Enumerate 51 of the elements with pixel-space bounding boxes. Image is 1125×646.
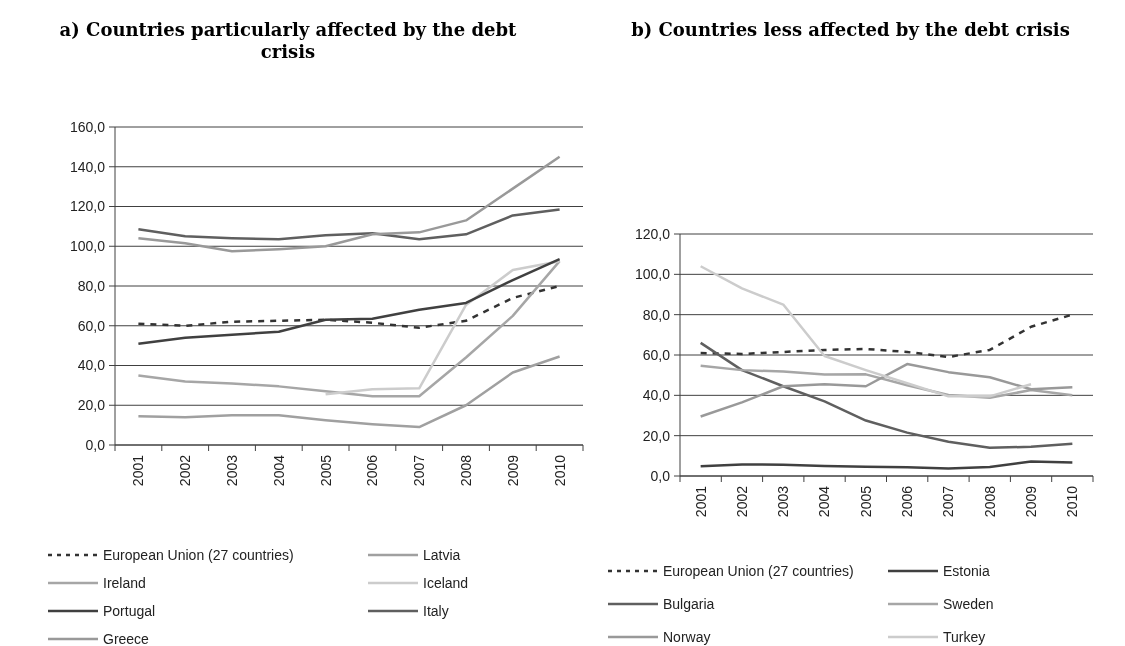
y-tick-label: 40,0: [642, 387, 671, 404]
y-tick-label: 60,0: [642, 346, 671, 363]
legend-label: Greece: [103, 630, 150, 646]
y-tick-label: 120,0: [634, 225, 671, 242]
legend-label: Latvia: [423, 546, 461, 563]
legend-label: Italy: [423, 602, 449, 619]
x-tick-label: 2005: [857, 485, 874, 518]
legend-label: Estonia: [943, 562, 990, 579]
x-tick-label: 2001: [692, 485, 709, 518]
legend-label: Iceland: [423, 574, 469, 591]
x-tick-label: 2010: [551, 454, 568, 487]
y-tick-label: 0,0: [85, 436, 106, 453]
legend-label: Turkey: [943, 628, 986, 645]
legend-label: European Union (27 countries): [103, 546, 294, 563]
x-tick-label: 2005: [317, 454, 334, 487]
y-tick-label: 60,0: [77, 317, 106, 334]
legend-label: Sweden: [943, 595, 994, 612]
legend-label: European Union (27 countries): [663, 562, 854, 579]
x-tick-label: 2003: [775, 485, 792, 518]
legend-label: Norway: [663, 628, 711, 645]
y-tick-label: 100,0: [634, 266, 671, 283]
y-tick-label: 0,0: [650, 467, 671, 484]
x-tick-label: 2001: [130, 454, 147, 487]
y-tick-label: 20,0: [642, 427, 671, 444]
y-tick-label: 40,0: [77, 357, 106, 374]
x-tick-label: 2010: [1064, 485, 1081, 518]
chart-title: a) Countries particularly affected by the debt crisis: [59, 19, 518, 62]
y-tick-label: 100,0: [69, 238, 106, 255]
x-tick-label: 2003: [223, 454, 240, 487]
x-tick-label: 2008: [981, 485, 998, 518]
x-tick-label: 2002: [733, 485, 750, 518]
y-tick-label: 160,0: [69, 118, 106, 135]
legend-label: Portugal: [103, 602, 156, 619]
x-tick-label: 2008: [457, 454, 474, 487]
x-tick-label: 2004: [816, 485, 833, 518]
x-tick-label: 2007: [940, 485, 957, 518]
y-tick-label: 140,0: [69, 158, 106, 175]
x-tick-label: 2009: [1022, 485, 1039, 518]
legend-label: Bulgaria: [663, 595, 715, 612]
y-tick-label: 120,0: [69, 198, 106, 215]
y-tick-label: 20,0: [77, 397, 106, 414]
x-tick-label: 2002: [177, 454, 194, 487]
x-tick-label: 2004: [270, 454, 287, 487]
chart-title: b) Countries less affected by the debt crisis: [631, 19, 1070, 40]
y-tick-label: 80,0: [77, 277, 106, 294]
legend-label: Ireland: [103, 574, 146, 591]
x-tick-label: 2007: [411, 454, 428, 487]
x-tick-label: 2006: [364, 454, 381, 487]
y-tick-label: 80,0: [642, 306, 671, 323]
x-tick-label: 2009: [504, 454, 521, 487]
x-tick-label: 2006: [899, 485, 916, 518]
